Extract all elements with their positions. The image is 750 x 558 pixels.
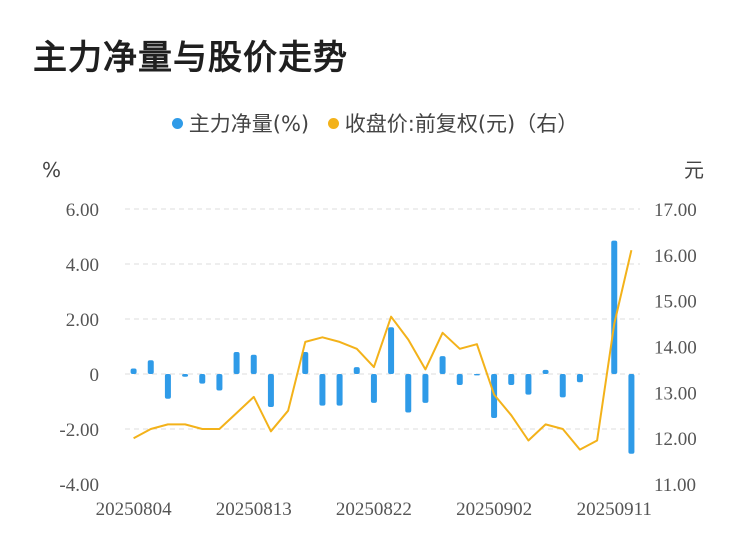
line-series [133, 249, 633, 451]
bar[interactable] [559, 374, 566, 398]
bar[interactable] [405, 374, 412, 413]
left-tick-label: 0 [90, 365, 100, 386]
bar[interactable] [370, 374, 377, 403]
x-axis-ticks: 20250804 20250813 20250822 20250902 20250911 [96, 499, 652, 520]
left-tick-label: -4.00 [59, 475, 99, 496]
right-tick-label: 13.00 [654, 383, 697, 404]
chart-title: 主力净量与股价走势 [33, 38, 348, 78]
right-tick-label: 16.00 [654, 246, 697, 267]
right-tick-label: 14.00 [654, 338, 697, 359]
bar[interactable] [216, 374, 223, 391]
legend-label-net-volume: 主力净量(%) [188, 112, 310, 136]
right-tick-label: 17.00 [654, 200, 697, 221]
bar[interactable] [542, 369, 549, 374]
left-tick-label: 6.00 [66, 200, 99, 221]
bar[interactable] [525, 374, 532, 395]
bar[interactable] [250, 354, 257, 374]
bar[interactable] [164, 374, 171, 399]
bar[interactable] [508, 374, 515, 385]
legend-item-net-volume[interactable]: 主力净量(%) [171, 108, 310, 138]
right-axis-unit: 元 [684, 158, 704, 182]
left-tick-label: 2.00 [66, 310, 99, 331]
x-tick-label: 20250902 [456, 499, 532, 520]
left-axis-unit: % [42, 158, 61, 182]
bar[interactable] [628, 374, 635, 454]
bar[interactable] [233, 352, 240, 374]
x-tick-label: 20250822 [336, 499, 412, 520]
legend: 主力净量(%) 收盘价:前复权(元)（右） [0, 108, 750, 138]
bar[interactable] [130, 368, 137, 375]
left-tick-label: 4.00 [66, 255, 99, 276]
bar[interactable] [336, 374, 343, 406]
left-tick-label: -2.00 [59, 420, 99, 441]
legend-label-close-price: 收盘价:前复权(元)（右） [344, 112, 579, 136]
right-tick-label: 15.00 [654, 292, 697, 313]
price-line[interactable] [133, 249, 633, 451]
bar[interactable] [422, 374, 429, 403]
legend-swatch-net-volume [171, 117, 183, 129]
x-tick-label: 20250911 [577, 499, 652, 520]
right-tick-label: 11.00 [654, 475, 696, 496]
bar[interactable] [182, 374, 189, 377]
left-axis-ticks: 6.00 4.00 2.00 0 -2.00 -4.00 [59, 200, 99, 496]
bar[interactable] [388, 327, 395, 374]
legend-item-close-price[interactable]: 收盘价:前复权(元)（右） [327, 108, 579, 138]
bar[interactable] [147, 360, 154, 374]
x-tick-label: 20250813 [216, 499, 292, 520]
bar[interactable] [319, 374, 326, 406]
bar[interactable] [611, 240, 618, 374]
right-axis-ticks: 17.00 16.00 15.00 14.00 13.00 12.00 11.00 [654, 200, 697, 496]
bar[interactable] [456, 374, 463, 385]
bar[interactable] [267, 374, 274, 407]
x-tick-label: 20250804 [96, 499, 173, 520]
bar[interactable] [473, 374, 480, 376]
bar-series [130, 240, 635, 454]
bar[interactable] [353, 367, 360, 374]
bar[interactable] [576, 374, 583, 383]
bar[interactable] [302, 352, 309, 374]
right-tick-label: 12.00 [654, 429, 697, 450]
bar[interactable] [439, 356, 446, 374]
bar[interactable] [199, 374, 206, 384]
legend-swatch-close-price [327, 117, 339, 129]
